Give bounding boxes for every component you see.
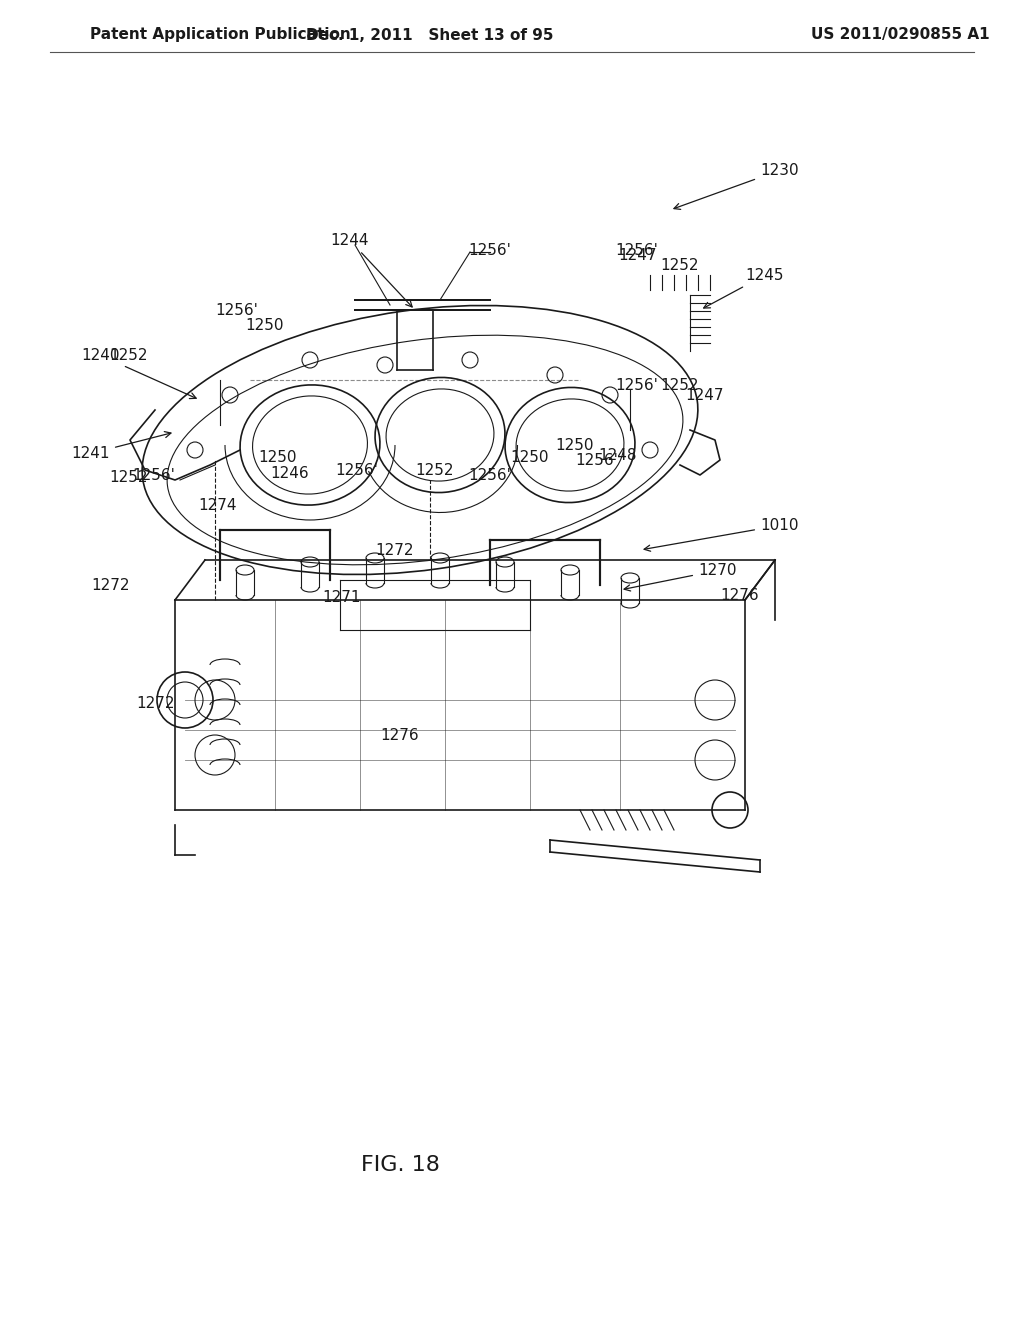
Text: 1256': 1256' — [575, 453, 617, 469]
Text: 1252: 1252 — [110, 470, 148, 484]
Text: 1256': 1256' — [468, 469, 511, 483]
Text: 1252: 1252 — [660, 257, 698, 273]
Text: 1252: 1252 — [110, 348, 148, 363]
Text: 1256': 1256' — [615, 378, 657, 393]
Text: 1250: 1250 — [510, 450, 549, 465]
Text: FIG. 18: FIG. 18 — [360, 1155, 439, 1175]
Text: 1010: 1010 — [644, 517, 799, 552]
Text: 1272: 1272 — [136, 696, 175, 711]
Text: 1247: 1247 — [618, 248, 656, 263]
Text: 1250: 1250 — [245, 318, 284, 333]
Text: 1256': 1256' — [468, 243, 511, 257]
Text: 1256': 1256' — [132, 469, 175, 483]
Text: 1246: 1246 — [270, 466, 309, 480]
Text: 1272: 1272 — [91, 578, 130, 593]
Text: 1272: 1272 — [376, 543, 415, 558]
Text: 1276: 1276 — [720, 587, 759, 603]
Text: US 2011/0290855 A1: US 2011/0290855 A1 — [811, 28, 989, 42]
Text: 1270: 1270 — [624, 564, 736, 591]
Text: 1252: 1252 — [415, 463, 454, 478]
Text: Patent Application Publication: Patent Application Publication — [90, 28, 351, 42]
Text: 1244: 1244 — [331, 234, 412, 308]
Text: Dec. 1, 2011   Sheet 13 of 95: Dec. 1, 2011 Sheet 13 of 95 — [306, 28, 554, 42]
Text: 1256': 1256' — [215, 304, 258, 318]
Text: 1245: 1245 — [703, 268, 783, 308]
Text: 1271: 1271 — [323, 590, 361, 605]
Text: 1250: 1250 — [258, 450, 297, 465]
Text: 1256': 1256' — [335, 463, 378, 478]
Text: 1230: 1230 — [674, 162, 799, 210]
Text: 1240: 1240 — [82, 348, 197, 399]
Text: 1241: 1241 — [72, 432, 171, 461]
Text: 1276: 1276 — [381, 729, 419, 743]
Text: 1252: 1252 — [660, 378, 698, 393]
Text: 1248: 1248 — [598, 447, 637, 463]
Text: 1250: 1250 — [555, 438, 594, 453]
Text: 1247: 1247 — [685, 388, 724, 403]
Text: 1256': 1256' — [615, 243, 657, 257]
Text: 1274: 1274 — [199, 498, 238, 513]
